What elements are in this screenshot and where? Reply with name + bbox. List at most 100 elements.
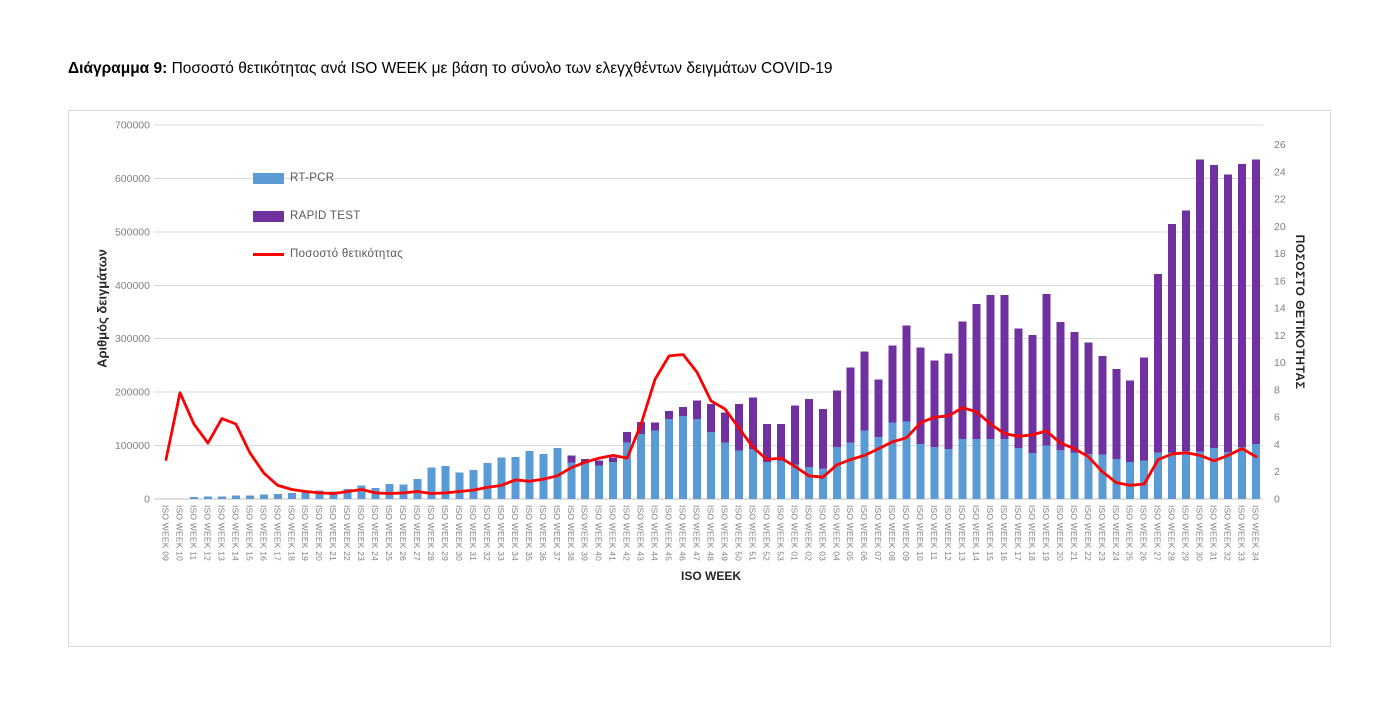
x-axis-tick-label: ISO WEEK 34: [1251, 505, 1261, 561]
x-axis-tick-label: ISO WEEK 32: [1223, 505, 1233, 561]
x-axis-tick-label: ISO WEEK 10: [915, 505, 925, 561]
right-axis-tick-label: 12: [1274, 330, 1286, 342]
rt-pcr-bar: [301, 492, 310, 499]
rt-pcr-bar: [986, 439, 995, 499]
x-axis-tick-label: ISO WEEK 09: [161, 505, 171, 561]
rt-pcr-bar: [413, 479, 422, 499]
right-axis-tick-label: 6: [1274, 412, 1280, 424]
rapid-test-bar: [986, 294, 995, 440]
x-axis-tick-label: ISO WEEK 39: [580, 505, 590, 561]
x-axis-tick-label: ISO WEEK 07: [873, 505, 883, 561]
rapid-test-bar: [1098, 355, 1107, 455]
rt-pcr-bar: [343, 488, 352, 499]
rt-pcr-bar: [637, 433, 646, 499]
x-axis-tick-label: ISO WEEK 23: [1097, 505, 1107, 561]
rapid-test-bar: [707, 403, 715, 433]
rapid-test-bar: [930, 360, 939, 448]
positivity-line: [164, 353, 1258, 495]
positivity-line-swatch: [253, 252, 284, 256]
rt-pcr-bar: [567, 462, 576, 499]
rt-pcr-bar: [273, 493, 282, 499]
rapid-test-bars: [567, 159, 1261, 469]
rapid-test-bar: [818, 409, 827, 469]
x-axis-tick-label: ISO WEEK 21: [1069, 505, 1079, 561]
rapid-test-bar: [944, 353, 953, 449]
x-axis-tick-label: ISO WEEK 46: [678, 505, 688, 561]
x-axis-tick-label: ISO WEEK 16: [999, 505, 1009, 561]
x-axis-tick-label: ISO WEEK 48: [706, 505, 716, 561]
x-axis-tick-label: ISO WEEK 33: [496, 505, 506, 561]
rapid-test-bar: [1210, 165, 1219, 449]
x-axis-tick-label: ISO WEEK 24: [370, 505, 380, 561]
rapid-test-bar: [1154, 274, 1163, 453]
page-title-text: Ποσοστό θετικότητας ανά ISO WEEK με βάση…: [167, 60, 833, 77]
x-axis-tick-label: ISO WEEK 45: [664, 505, 674, 561]
x-axis-tick-label: ISO WEEK 05: [845, 505, 855, 561]
x-axis-tick-label: ISO WEEK 40: [594, 505, 604, 561]
x-axis-tick-label: ISO WEEK 28: [426, 505, 436, 561]
rapid-test-bar: [609, 457, 618, 463]
rt-pcr-bar: [1084, 454, 1093, 499]
x-axis-tick-label: ISO WEEK 04: [831, 505, 841, 561]
rt-pcr-bar: [315, 490, 324, 499]
rapid-test-bar: [1224, 174, 1233, 452]
rapid-test-bar: [1000, 294, 1009, 440]
chart-panel: 0 100000 200000 300000 400000 500000 600000 700…: [68, 110, 1331, 647]
rt-pcr-bar: [902, 421, 911, 499]
rt-pcr-bar: [287, 493, 296, 499]
chart-canvas: 0 100000 200000 300000 400000 500000 600000 700…: [115, 120, 1286, 562]
x-axis-tick-label: ISO WEEK 14: [971, 505, 981, 561]
rt-pcr-bar: [357, 485, 366, 499]
rapid-test-bar: [972, 303, 981, 440]
rapid-test-bar: [790, 405, 799, 465]
rapid-test-bar: [846, 367, 855, 443]
x-axis-tick-label: ISO WEEK 18: [1027, 505, 1037, 561]
rt-pcr-bar: [888, 422, 897, 499]
rt-pcr-bar: [818, 468, 827, 499]
rapid-test-bar: [1112, 369, 1121, 459]
rt-pcr-bar: [734, 450, 743, 499]
x-axis-tick-label: ISO WEEK 22: [342, 505, 352, 561]
x-axis-tick-label: ISO WEEK 23: [356, 505, 366, 561]
x-axis-tick-label: ISO WEEK 27: [1153, 505, 1163, 561]
legend-label-positivity: Ποσοστό θετικότητας: [290, 248, 404, 260]
rt-pcr-bar: [860, 430, 869, 499]
rapid-test-bar: [1252, 159, 1261, 444]
right-axis-tick-label: 4: [1274, 439, 1280, 451]
x-axis-tick-label: ISO WEEK 47: [692, 505, 702, 561]
rt-pcr-bar: [944, 448, 953, 499]
x-axis-tick-label: ISO WEEK 25: [1125, 505, 1135, 561]
rt-pcr-bar: [595, 465, 604, 499]
rt-pcr-bar: [1140, 460, 1149, 499]
rt-pcr-bars: [189, 416, 1261, 499]
right-axis-tick-label: 8: [1274, 384, 1280, 396]
rt-pcr-bar: [1112, 458, 1121, 499]
rt-pcr-bar: [483, 463, 492, 499]
x-axis-tick-label: ISO WEEK 17: [1013, 505, 1023, 561]
rapid-test-bar: [1168, 223, 1177, 453]
rt-pcr-bar: [665, 418, 674, 499]
x-axis-tick-label: ISO WEEK 50: [733, 505, 743, 561]
right-axis-title: ΠΟΣΟΣΤΟ ΘΕΤΙΚΟΤΗΤΑΣ: [1293, 234, 1307, 390]
rapid-test-bar: [762, 424, 771, 463]
left-axis-tick-label: 100000: [115, 440, 150, 452]
rapid-test-bar: [1196, 159, 1205, 452]
x-axis-tick-label: ISO WEEK 13: [957, 505, 967, 561]
x-axis-tick-label: ISO WEEK 19: [1041, 505, 1051, 561]
rt-pcr-bar: [1098, 454, 1107, 499]
left-axis-tick-label: 200000: [115, 387, 150, 399]
x-axis-tick-label: ISO WEEK 10: [175, 505, 185, 561]
x-axis-tick-label: ISO WEEK 43: [636, 505, 646, 561]
rt-pcr-bar: [469, 470, 478, 499]
left-axis-tick-label: 400000: [115, 280, 150, 292]
x-axis-tick-label: ISO WEEK 31: [468, 505, 478, 561]
x-axis-tick-label: ISO WEEK 42: [622, 505, 632, 561]
rapid-test-bar: [804, 399, 813, 467]
rt-pcr-bar: [776, 460, 785, 499]
left-axis-tick-label: 600000: [115, 173, 150, 185]
x-axis-tick-label: ISO WEEK 52: [761, 505, 771, 561]
x-axis-tick-label: ISO WEEK 35: [524, 505, 534, 561]
rt-pcr-bar: [762, 462, 771, 499]
rt-pcr-bar: [245, 495, 254, 499]
rapid-test-bar: [651, 422, 660, 431]
